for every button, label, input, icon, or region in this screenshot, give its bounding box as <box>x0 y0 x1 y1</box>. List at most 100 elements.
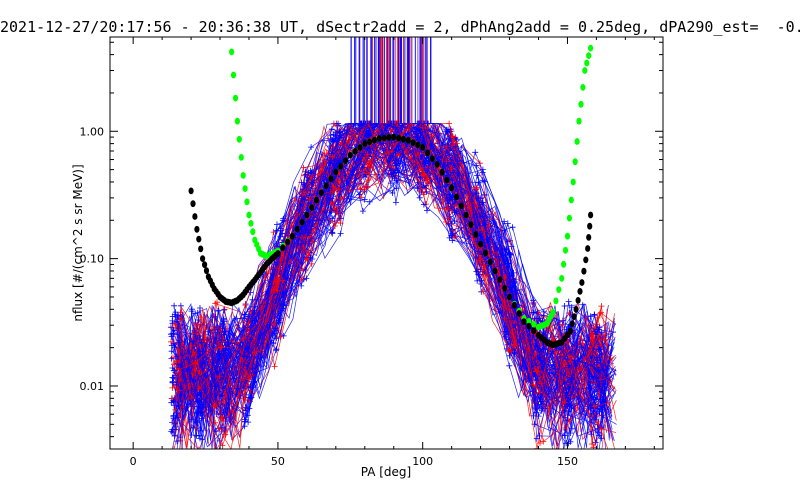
black-model-dot <box>202 261 208 269</box>
data-point-marker <box>169 374 176 381</box>
data-point-marker <box>215 451 221 457</box>
y-axis-label: nflux [#/(cm^2 s sr MeV)] <box>71 164 85 321</box>
data-point-marker <box>590 444 597 449</box>
data-point-marker <box>533 409 540 416</box>
data-point-marker <box>198 408 205 415</box>
data-point-marker <box>327 132 334 139</box>
green-model-dot <box>553 297 559 305</box>
data-point-marker <box>366 132 373 139</box>
data-point-marker <box>329 215 336 222</box>
black-model-dot <box>313 196 320 204</box>
data-point-marker <box>594 314 601 321</box>
green-model-dot <box>570 178 576 186</box>
data-point-marker <box>452 143 459 150</box>
data-point-marker <box>393 177 400 184</box>
green-model-dot <box>556 286 562 293</box>
black-model-dot <box>492 267 498 275</box>
data-point-marker <box>453 140 460 147</box>
data-point-marker <box>588 431 595 438</box>
data-point-marker <box>479 199 486 206</box>
black-model-dot <box>567 327 574 335</box>
x-tick-label: 0 <box>130 455 137 468</box>
data-point-marker <box>533 362 540 369</box>
data-point-marker <box>337 230 344 237</box>
data-trace <box>173 129 609 433</box>
green-model-dot <box>238 154 244 161</box>
green-model-dot <box>263 252 269 260</box>
green-model-dot <box>246 211 252 219</box>
black-model-dot <box>328 175 334 183</box>
chart-title: 2021-12-27/20:17:56 - 20:36:38 UT, dSect… <box>0 18 800 36</box>
data-point-marker <box>567 430 574 436</box>
data-point-marker <box>196 352 203 359</box>
data-point-marker <box>598 406 604 413</box>
black-model-dot <box>367 138 373 146</box>
data-point-marker <box>597 461 603 467</box>
data-point-marker <box>337 220 344 227</box>
data-point-marker <box>175 339 182 346</box>
data-point-marker <box>598 351 605 358</box>
data-point-marker <box>561 432 568 439</box>
data-point-marker <box>471 199 478 206</box>
data-point-marker <box>277 227 284 234</box>
black-model-dot <box>376 135 382 142</box>
data-point-marker <box>212 314 219 320</box>
green-model-dot <box>578 100 584 108</box>
data-point-marker <box>589 441 595 447</box>
data-point-marker <box>443 126 450 133</box>
black-model-dot <box>468 221 474 229</box>
data-point-marker <box>194 309 201 316</box>
data-point-marker <box>188 308 195 315</box>
data-point-marker <box>421 184 427 191</box>
green-model-dot <box>240 172 246 179</box>
black-model-dot <box>188 187 194 195</box>
black-model-dot <box>585 245 591 252</box>
black-model-dot <box>323 182 329 190</box>
black-model-dot <box>410 139 416 147</box>
data-point-marker <box>188 432 195 438</box>
data-point-marker <box>562 399 568 406</box>
y-tick-label: 0.01 <box>80 380 105 393</box>
data-point-marker <box>170 354 176 361</box>
data-point-marker <box>305 169 312 176</box>
data-point-marker <box>596 432 603 439</box>
data-point-marker <box>559 317 566 324</box>
data-trace <box>175 129 610 422</box>
data-point-marker <box>596 383 603 390</box>
data-point-marker <box>251 349 258 355</box>
data-point-marker <box>215 350 222 357</box>
data-point-marker <box>385 151 392 158</box>
data-point-marker <box>447 135 453 142</box>
green-model-dot <box>582 67 588 74</box>
data-point-marker <box>473 190 480 197</box>
green-model-dot <box>576 117 582 125</box>
green-model-dot <box>232 94 239 102</box>
data-point-marker <box>533 368 540 375</box>
data-point-marker <box>535 413 542 420</box>
green-model-dot <box>566 214 573 222</box>
black-model-dot <box>531 327 537 335</box>
data-point-marker <box>174 312 181 319</box>
black-model-dot <box>439 168 445 176</box>
data-point-marker <box>505 260 512 267</box>
data-point-marker <box>168 453 174 459</box>
data-point-marker <box>392 160 399 167</box>
data-point-marker <box>595 332 602 339</box>
data-point-marker <box>444 206 451 213</box>
data-point-marker <box>540 438 547 445</box>
black-model-dot <box>362 140 368 148</box>
data-point-marker <box>172 406 179 413</box>
data-point-marker <box>421 163 428 170</box>
data-point-marker <box>387 180 394 187</box>
black-model-dot <box>333 168 339 176</box>
black-model-dot <box>381 134 387 142</box>
data-point-marker <box>168 342 175 349</box>
data-point-marker <box>477 213 484 220</box>
data-point-marker <box>175 313 182 320</box>
x-axis-label: PA [deg] <box>361 465 411 479</box>
data-point-marker <box>538 401 545 408</box>
black-model-dot <box>289 232 295 240</box>
data-point-marker <box>245 419 252 426</box>
data-point-marker <box>366 198 373 205</box>
black-model-dot <box>478 240 484 248</box>
